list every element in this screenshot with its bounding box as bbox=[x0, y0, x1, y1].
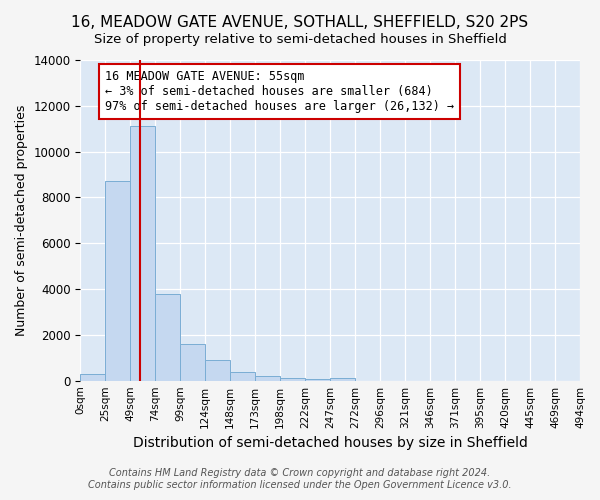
Bar bbox=[330, 378, 355, 380]
Bar bbox=[255, 376, 280, 380]
Text: 16 MEADOW GATE AVENUE: 55sqm
← 3% of semi-detached houses are smaller (684)
97% : 16 MEADOW GATE AVENUE: 55sqm ← 3% of sem… bbox=[106, 70, 455, 112]
Bar bbox=[205, 360, 230, 380]
Y-axis label: Number of semi-detached properties: Number of semi-detached properties bbox=[15, 104, 28, 336]
Bar bbox=[181, 344, 205, 381]
Bar bbox=[155, 294, 181, 380]
Text: 16, MEADOW GATE AVENUE, SOTHALL, SHEFFIELD, S20 2PS: 16, MEADOW GATE AVENUE, SOTHALL, SHEFFIE… bbox=[71, 15, 529, 30]
Bar bbox=[230, 372, 255, 380]
Bar bbox=[80, 374, 106, 380]
Bar bbox=[106, 182, 130, 380]
X-axis label: Distribution of semi-detached houses by size in Sheffield: Distribution of semi-detached houses by … bbox=[133, 436, 527, 450]
Bar bbox=[130, 126, 155, 380]
Text: Size of property relative to semi-detached houses in Sheffield: Size of property relative to semi-detach… bbox=[94, 32, 506, 46]
Bar bbox=[280, 378, 305, 380]
Text: Contains HM Land Registry data © Crown copyright and database right 2024.
Contai: Contains HM Land Registry data © Crown c… bbox=[88, 468, 512, 490]
Bar bbox=[305, 379, 330, 380]
